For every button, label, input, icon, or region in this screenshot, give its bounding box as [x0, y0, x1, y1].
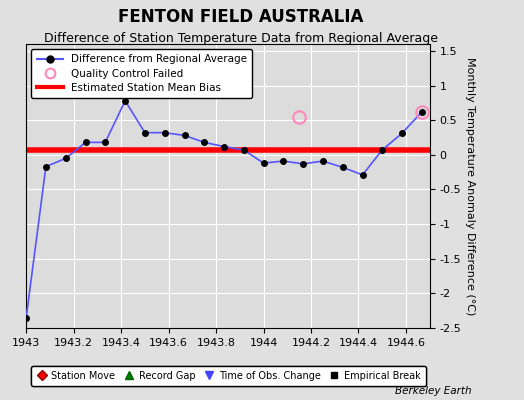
Y-axis label: Monthly Temperature Anomaly Difference (°C): Monthly Temperature Anomaly Difference (… [465, 57, 475, 315]
Text: FENTON FIELD AUSTRALIA: FENTON FIELD AUSTRALIA [118, 8, 364, 26]
Text: Berkeley Earth: Berkeley Earth [395, 386, 472, 396]
Legend: Station Move, Record Gap, Time of Obs. Change, Empirical Break: Station Move, Record Gap, Time of Obs. C… [31, 366, 425, 386]
Text: Difference of Station Temperature Data from Regional Average: Difference of Station Temperature Data f… [44, 32, 438, 45]
